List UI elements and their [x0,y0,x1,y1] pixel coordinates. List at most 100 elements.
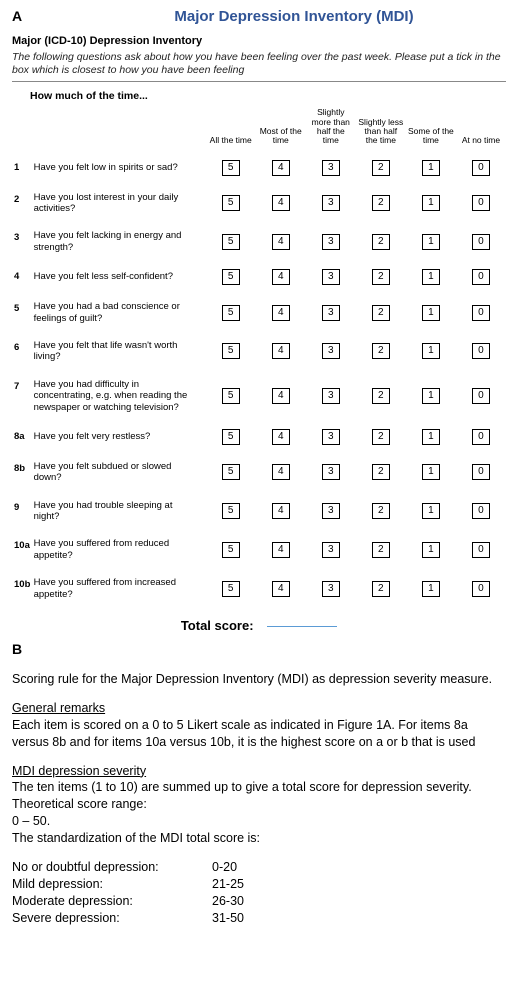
item-number: 5 [12,293,32,332]
score-box[interactable]: 1 [422,234,440,250]
score-box[interactable]: 3 [322,343,340,359]
score-box[interactable]: 4 [272,429,290,445]
severity-level-row: No or doubtful depression:0-20 [12,859,506,876]
score-box[interactable]: 2 [372,581,390,597]
score-box[interactable]: 0 [472,388,490,404]
score-box[interactable]: 5 [222,234,240,250]
score-box[interactable]: 4 [272,343,290,359]
score-box[interactable]: 4 [272,195,290,211]
score-box[interactable]: 0 [472,542,490,558]
score-box[interactable]: 2 [372,503,390,519]
score-box[interactable]: 5 [222,195,240,211]
score-box[interactable]: 1 [422,542,440,558]
score-box[interactable]: 1 [422,429,440,445]
table-row: 6Have you felt that life wasn't worth li… [12,332,506,371]
score-box[interactable]: 4 [272,581,290,597]
score-box[interactable]: 2 [372,429,390,445]
score-box[interactable]: 3 [322,581,340,597]
score-box[interactable]: 3 [322,269,340,285]
score-box[interactable]: 1 [422,305,440,321]
score-box[interactable]: 5 [222,464,240,480]
score-box[interactable]: 1 [422,503,440,519]
section-b-heading: Scoring rule for the Major Depression In… [12,671,506,688]
score-box[interactable]: 5 [222,305,240,321]
item-question: Have you felt very restless? [32,421,206,453]
table-row: 1 Have you felt low in spirits or sad? 5 4 3… [12,152,506,184]
severity-level-row: Severe depression:31-50 [12,910,506,927]
score-box[interactable]: 3 [322,503,340,519]
score-box[interactable]: 5 [222,542,240,558]
score-box[interactable]: 3 [322,195,340,211]
score-box[interactable]: 4 [272,269,290,285]
score-box[interactable]: 0 [472,305,490,321]
score-box[interactable]: 3 [322,234,340,250]
score-box[interactable]: 1 [422,195,440,211]
score-box[interactable]: 3 [322,542,340,558]
item-number: 6 [12,332,32,371]
score-box[interactable]: 4 [272,160,290,176]
score-box[interactable]: 5 [222,343,240,359]
score-box[interactable]: 0 [472,581,490,597]
score-box[interactable]: 4 [272,234,290,250]
subtitle: Major (ICD-10) Depression Inventory [12,35,506,47]
score-box[interactable]: 1 [422,388,440,404]
score-box[interactable]: 5 [222,388,240,404]
score-box[interactable]: 5 [222,269,240,285]
score-box[interactable]: 0 [472,160,490,176]
score-box[interactable]: 3 [322,388,340,404]
score-box[interactable]: 1 [422,581,440,597]
score-box[interactable]: 2 [372,195,390,211]
score-box[interactable]: 2 [372,160,390,176]
score-box[interactable]: 3 [322,464,340,480]
severity-range: 0 – 50. [12,813,506,830]
score-box[interactable]: 0 [472,195,490,211]
score-box[interactable]: 3 [322,429,340,445]
score-box[interactable]: 3 [322,305,340,321]
score-box[interactable]: 0 [472,464,490,480]
score-box[interactable]: 1 [422,464,440,480]
item-question: Have you felt low in spirits or sad? [32,152,206,184]
score-box[interactable]: 5 [222,429,240,445]
table-row: 3Have you felt lacking in energy and str… [12,222,506,261]
score-box[interactable]: 4 [272,542,290,558]
score-box[interactable]: 5 [222,581,240,597]
table-row: 8aHave you felt very restless?543210 [12,421,506,453]
severity-text-2: The standardization of the MDI total sco… [12,830,506,847]
col-header: Slightly less than half the time [356,108,406,151]
score-box[interactable]: 0 [472,429,490,445]
score-box[interactable]: 0 [472,234,490,250]
score-box[interactable]: 3 [322,160,340,176]
score-box[interactable]: 0 [472,343,490,359]
score-box[interactable]: 2 [372,388,390,404]
score-box[interactable]: 2 [372,234,390,250]
score-box[interactable]: 2 [372,305,390,321]
severity-range-value: 26-30 [212,893,244,910]
item-question: Have you had a bad conscience or feeling… [32,293,206,332]
score-box[interactable]: 4 [272,305,290,321]
table-row: 9Have you had trouble sleeping at night?… [12,492,506,531]
instructions: The following questions ask about how yo… [12,51,506,77]
col-header: Most of the time [256,108,306,151]
item-question: Have you lost interest in your daily act… [32,184,206,223]
score-box[interactable]: 4 [272,388,290,404]
score-box[interactable]: 1 [422,160,440,176]
item-number: 10b [12,569,32,608]
item-question: Have you had difficulty in concentrating… [32,371,206,421]
score-box[interactable]: 4 [272,464,290,480]
score-box[interactable]: 1 [422,269,440,285]
score-box[interactable]: 0 [472,269,490,285]
score-box[interactable]: 5 [222,503,240,519]
score-box[interactable]: 2 [372,464,390,480]
main-title: Major Depression Inventory (MDI) [82,8,506,25]
table-row: 4Have you felt less self-confident?54321… [12,261,506,293]
item-question: Have you suffered from increased appetit… [32,569,206,608]
score-box[interactable]: 2 [372,343,390,359]
score-box[interactable]: 4 [272,503,290,519]
score-box[interactable]: 2 [372,269,390,285]
score-box[interactable]: 0 [472,503,490,519]
score-box[interactable]: 2 [372,542,390,558]
score-box[interactable]: 5 [222,160,240,176]
score-box[interactable]: 1 [422,343,440,359]
severity-heading: MDI depression severity [12,763,506,780]
item-question: Have you felt that life wasn't worth liv… [32,332,206,371]
